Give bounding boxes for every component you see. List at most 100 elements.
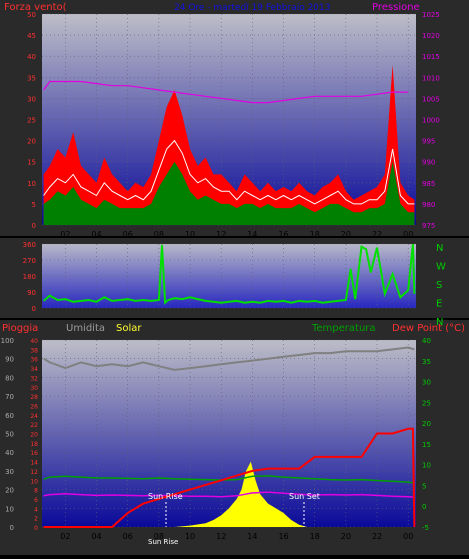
right-tick-0-0: 975 bbox=[422, 222, 435, 230]
left2-tick-13: 26 bbox=[30, 403, 38, 410]
series-wind-gust bbox=[43, 64, 415, 225]
right-tick-2-4: 15 bbox=[422, 441, 431, 449]
left2-tick-9: 18 bbox=[30, 441, 38, 448]
time-tick-2-1: 04 bbox=[91, 532, 101, 541]
left-tick-2-2: 20 bbox=[5, 487, 14, 495]
series-dewpoint bbox=[43, 491, 415, 498]
time-tick-0-9: 20 bbox=[341, 230, 351, 239]
left-tick-2-5: 50 bbox=[5, 431, 14, 439]
left2-tick-10: 20 bbox=[30, 432, 38, 439]
left2-tick-2: 4 bbox=[34, 506, 38, 513]
left-tick-2-7: 70 bbox=[5, 393, 14, 401]
time-tick-0-4: 10 bbox=[185, 230, 195, 239]
series-wind-mean-line bbox=[43, 139, 415, 205]
left2-tick-20: 40 bbox=[30, 338, 38, 345]
left-tick-0-6: 30 bbox=[27, 95, 36, 103]
series-humidity bbox=[43, 346, 415, 371]
left-tick-0-5: 25 bbox=[27, 117, 36, 125]
left-tick-2-4: 40 bbox=[5, 449, 14, 457]
time-tick-0-10: 22 bbox=[372, 230, 382, 239]
time-tick-2-8: 18 bbox=[310, 532, 320, 541]
time-tick-0-6: 14 bbox=[247, 230, 257, 239]
time-tick-2-5: 12 bbox=[216, 532, 226, 541]
left2-tick-16: 32 bbox=[30, 375, 38, 382]
right-tick-1-2: S bbox=[436, 280, 442, 291]
left2-tick-18: 36 bbox=[30, 357, 38, 364]
right-tick-2-6: 25 bbox=[422, 399, 431, 407]
time-tick-0-5: 12 bbox=[216, 230, 226, 239]
right-tick-2-9: 40 bbox=[422, 337, 431, 345]
left-tick-1-1: 90 bbox=[27, 289, 36, 297]
left-tick-0-8: 40 bbox=[27, 53, 36, 61]
time-tick-0-3: 08 bbox=[154, 230, 164, 239]
solar-axis-title: Solar bbox=[116, 323, 142, 334]
right-tick-0-1: 980 bbox=[422, 201, 435, 209]
time-tick-0-0: 02 bbox=[60, 230, 70, 239]
series-solar bbox=[174, 461, 307, 527]
time-tick-2-2: 06 bbox=[123, 532, 133, 541]
left-tick-0-3: 15 bbox=[27, 159, 36, 167]
left2-tick-0: 0 bbox=[34, 525, 38, 532]
time-tick-0-8: 18 bbox=[310, 230, 320, 239]
series-pressure bbox=[43, 80, 409, 104]
gridlines bbox=[42, 13, 416, 528]
axis-labels: 02 04 06 08 10 12 14 16 18 20 22 000510152025303540… bbox=[1, 11, 446, 541]
left2-tick-4: 8 bbox=[34, 488, 38, 495]
dewpoint-axis-title: Dew Point (°C) bbox=[392, 323, 465, 334]
right-tick-1-0: N bbox=[436, 243, 443, 254]
series-rain bbox=[43, 427, 416, 528]
left-tick-0-2: 10 bbox=[27, 180, 36, 188]
chart-title: 24 Ore - martedì 19 Febbraio 2013 bbox=[174, 3, 330, 13]
right-tick-0-3: 990 bbox=[422, 159, 435, 167]
sunrise-label: Sun Rise bbox=[148, 492, 183, 501]
right-tick-0-4: 995 bbox=[422, 138, 435, 146]
left-tick-0-9: 45 bbox=[27, 32, 36, 40]
left-tick-2-10: 100 bbox=[1, 337, 14, 345]
left-tick-1-2: 180 bbox=[23, 273, 36, 281]
sunset-label: Sun Set bbox=[289, 492, 320, 501]
left2-tick-19: 38 bbox=[30, 347, 38, 354]
left2-tick-5: 10 bbox=[30, 478, 38, 485]
right-tick-2-2: 5 bbox=[422, 482, 426, 490]
series-wind-avg bbox=[43, 161, 415, 225]
right-tick-2-0: -5 bbox=[422, 524, 429, 532]
left-tick-2-0: 0 bbox=[10, 524, 14, 532]
time-tick-2-10: 22 bbox=[372, 532, 382, 541]
left-tick-2-6: 60 bbox=[5, 412, 14, 420]
rain-axis-title: Pioggia bbox=[2, 323, 38, 334]
time-tick-2-7: 16 bbox=[278, 532, 288, 541]
left-tick-2-3: 30 bbox=[5, 468, 14, 476]
series-temperature bbox=[43, 475, 415, 484]
left-tick-2-8: 80 bbox=[5, 374, 14, 382]
left2-tick-14: 28 bbox=[30, 394, 38, 401]
right-tick-1-3: E bbox=[436, 299, 442, 310]
time-tick-2-0: 02 bbox=[60, 532, 70, 541]
right-tick-1-1: W bbox=[436, 262, 446, 273]
time-tick-2-3: 08 bbox=[154, 532, 164, 541]
right-tick-0-2: 985 bbox=[422, 180, 435, 188]
series-wind-direction bbox=[42, 243, 416, 305]
left-tick-0-10: 50 bbox=[27, 11, 36, 19]
left2-tick-17: 34 bbox=[30, 366, 38, 373]
time-tick-0-1: 04 bbox=[91, 230, 101, 239]
wind-axis-title: Forza vento( bbox=[4, 2, 67, 13]
left-tick-0-0: 0 bbox=[32, 222, 36, 230]
time-tick-2-9: 20 bbox=[341, 532, 351, 541]
chart-marks bbox=[42, 64, 416, 528]
left2-tick-11: 22 bbox=[30, 422, 38, 429]
humidity-axis-title: Umidita bbox=[66, 323, 105, 334]
right-tick-1-4: N bbox=[436, 317, 443, 328]
left2-tick-15: 30 bbox=[30, 385, 38, 392]
time-tick-0-11: 00 bbox=[403, 230, 413, 239]
right-tick-2-5: 20 bbox=[422, 420, 431, 428]
pressure-axis-title: Pressione bbox=[372, 2, 420, 13]
left2-tick-6: 12 bbox=[30, 469, 38, 476]
right-tick-0-7: 1010 bbox=[422, 74, 440, 82]
right-tick-0-9: 1020 bbox=[422, 32, 440, 40]
right-tick-0-5: 1000 bbox=[422, 117, 440, 125]
right-tick-2-7: 30 bbox=[422, 379, 431, 387]
right-tick-0-6: 1005 bbox=[422, 95, 440, 103]
time-tick-2-11: 00 bbox=[403, 532, 413, 541]
